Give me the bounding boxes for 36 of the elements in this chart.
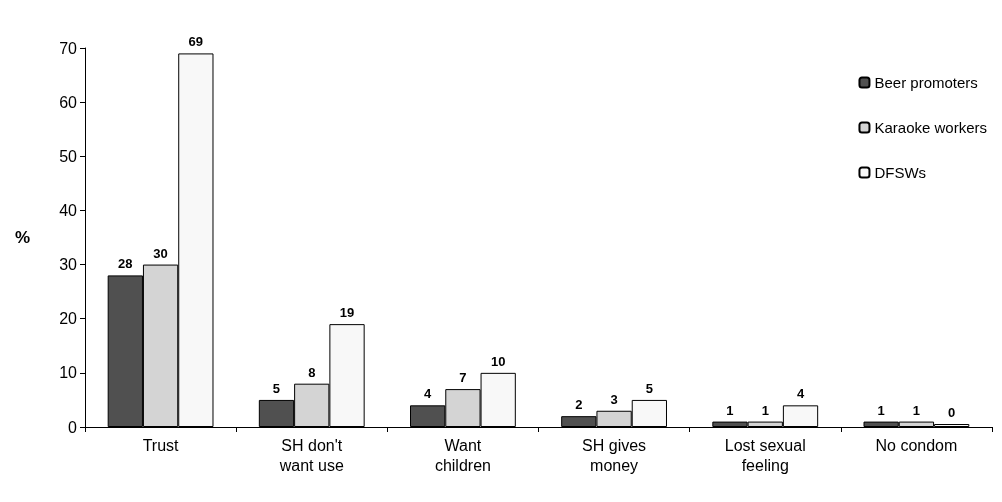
data-label: 4 [424,386,433,402]
data-label: 1 [912,402,921,418]
data-label: 1 [726,402,734,418]
data-label: 10 [490,353,506,369]
y-axis-title: % [14,228,30,247]
data-label: 0 [948,405,956,420]
data-label: 28 [118,256,133,272]
x-tick-label: Want children [434,436,491,474]
data-label: 4 [796,386,805,402]
legend-label: Karaoke workers [874,119,987,136]
data-label: 30 [153,245,168,261]
y-tick-label: 20 [59,310,78,328]
y-tick-label: 40 [59,201,78,219]
y-tick-label: 0 [68,418,78,436]
data-label: 5 [272,380,281,396]
y-tick-label: 10 [59,364,78,382]
data-label: 1 [761,402,769,418]
y-tick-label: 60 [59,93,78,111]
data-label: 8 [308,364,316,380]
x-tick-label: No condom [875,436,958,454]
data-label: 19 [339,305,355,321]
data-label: 3 [610,391,618,407]
data-label: 7 [459,370,467,386]
data-label: 1 [877,402,885,418]
x-tick-label: SH gives money [582,436,647,474]
y-tick-label: 70 [59,39,78,57]
x-tick-label: Trust [142,436,180,454]
x-tick-label: Lost sexual feeling [724,436,806,474]
y-tick-label: 50 [59,147,78,165]
data-label: 2 [575,397,583,413]
data-label: 69 [188,34,204,50]
y-tick-label: 30 [59,256,78,274]
legend-label: DFSWs [874,164,927,181]
legend-label: Beer promoters [874,74,978,91]
data-label: 5 [645,380,653,396]
x-tick-label: SH don't want use [278,436,344,474]
